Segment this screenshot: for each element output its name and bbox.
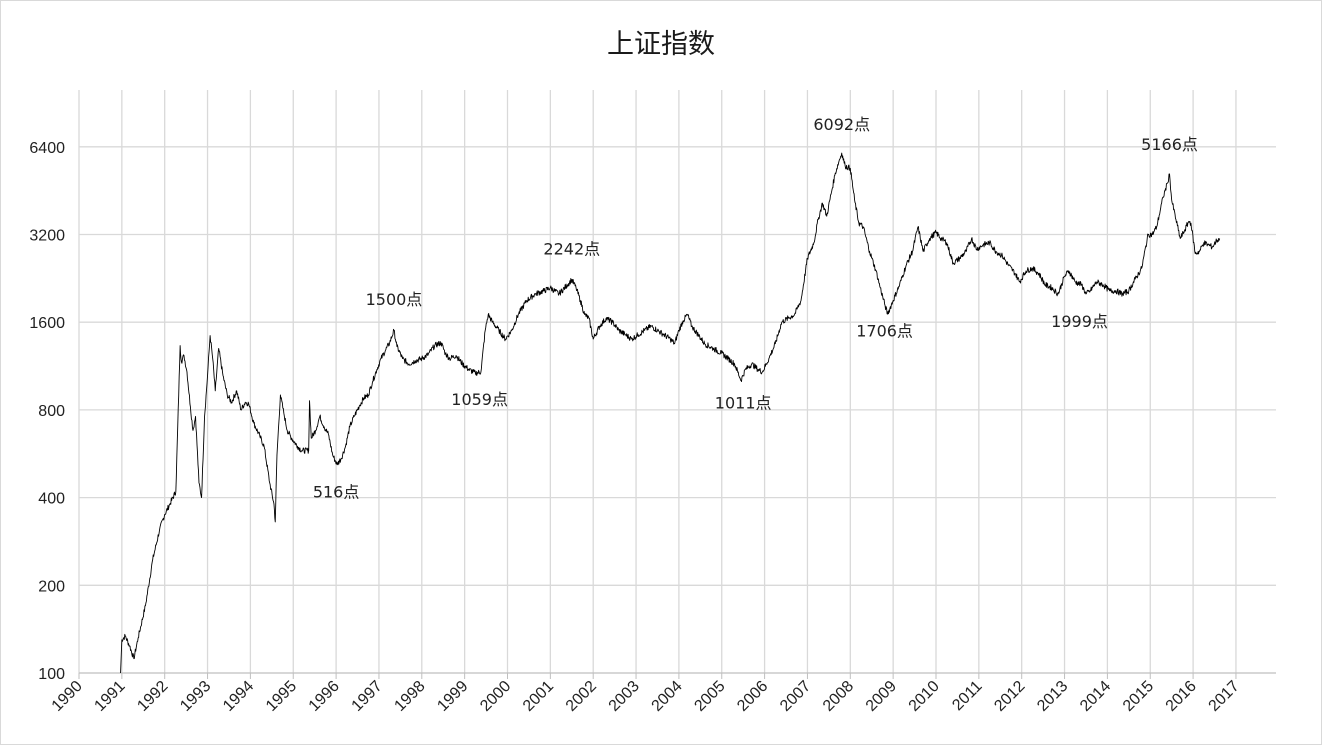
- x-tick-label: 2015: [1120, 678, 1157, 715]
- x-tick-label: 1997: [349, 678, 386, 715]
- x-tick-label: 2010: [906, 678, 943, 715]
- x-tick-label: 1998: [391, 678, 428, 715]
- y-tick-label: 100: [38, 666, 65, 683]
- chart-title: 上证指数: [607, 29, 715, 60]
- x-tick-label: 1994: [220, 678, 257, 715]
- x-tick-label: 2009: [863, 678, 900, 715]
- x-tick-label: 1996: [306, 678, 343, 715]
- x-tick-label: 1993: [177, 678, 214, 715]
- series-group: [120, 152, 1221, 674]
- x-tick-label: 2016: [1163, 678, 1200, 715]
- x-tick-label: 1995: [263, 678, 300, 715]
- x-tick-label: 2001: [520, 678, 557, 715]
- x-tick-label: 1991: [91, 678, 128, 715]
- annotation-labels: 516点 1500点 1059点 2242点 1011点 6092点 1706点 1999点 5…: [313, 115, 1198, 501]
- annotation-label: 6092点: [813, 115, 870, 134]
- y-tick-label: 200: [38, 578, 65, 595]
- x-tick-label: 2004: [649, 678, 686, 715]
- x-tick-label: 2000: [477, 678, 514, 715]
- x-tick-labels: 1990 1991 1992 1993 1994 1995 1996 1997 1998 1999…: [49, 678, 1243, 715]
- series-line: [120, 152, 1221, 674]
- x-tick-label: 2017: [1206, 678, 1243, 715]
- gridlines: [78, 90, 1276, 673]
- x-tick-label: 2014: [1077, 678, 1114, 715]
- y-tick-label: 800: [38, 403, 65, 420]
- y-tick-labels: 100 200 400 800 1600 3200 6400: [29, 140, 65, 683]
- annotation-label: 1999点: [1051, 312, 1108, 331]
- annotation-label: 1059点: [451, 390, 508, 409]
- annotation-label: 1011点: [715, 393, 772, 412]
- annotation-label: 2242点: [543, 240, 600, 259]
- y-tick-label: 3200: [29, 228, 65, 245]
- x-tick-label: 2011: [949, 678, 985, 714]
- x-tick-label: 2003: [606, 678, 643, 715]
- x-tick-label: 1992: [134, 678, 171, 715]
- x-tick-label: 2012: [991, 678, 1028, 715]
- x-tick-label: 2005: [691, 678, 728, 715]
- x-tick-label: 2013: [1034, 678, 1071, 715]
- annotation-label: 516点: [313, 483, 360, 502]
- y-tick-label: 400: [38, 491, 65, 508]
- annotation-label: 1706点: [856, 321, 913, 340]
- annotation-label: 5166点: [1141, 135, 1198, 154]
- x-tick-label: 2007: [777, 678, 814, 715]
- x-tick-label: 1999: [434, 678, 471, 715]
- annotation-label: 1500点: [366, 290, 423, 309]
- x-tick-label: 2002: [563, 678, 600, 715]
- axes: [78, 672, 1276, 679]
- y-tick-label: 6400: [29, 140, 65, 157]
- x-tick-label: 2006: [734, 678, 771, 715]
- x-tick-label: 1990: [49, 678, 86, 715]
- y-tick-label: 1600: [29, 315, 65, 332]
- x-tick-label: 2008: [820, 678, 857, 715]
